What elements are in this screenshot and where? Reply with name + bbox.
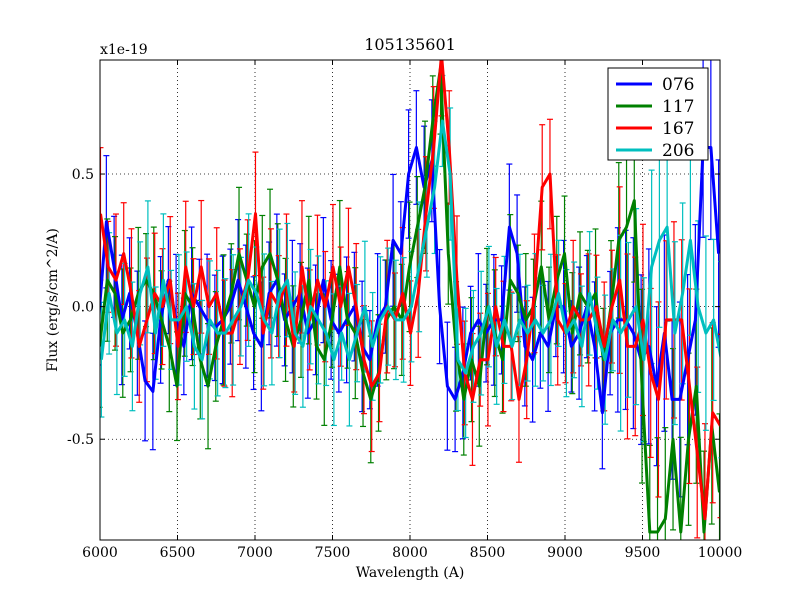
x-tick-label: 9000 (547, 545, 583, 561)
y-tick-label: -0.5 (67, 432, 94, 448)
x-tick-label: 6500 (160, 545, 196, 561)
series-lines (100, 60, 720, 534)
x-axis-label: Wavelength (A) (356, 565, 465, 581)
series-line-167 (100, 60, 720, 521)
x-tick-label: 6000 (82, 545, 118, 561)
y-offset-label: x1e-19 (100, 42, 148, 58)
legend-label-167: 167 (662, 119, 694, 139)
x-tick-label: 9500 (625, 545, 661, 561)
x-tick-label: 8000 (392, 545, 428, 561)
x-tick-label: 8500 (470, 545, 506, 561)
x-tick-label: 7000 (237, 545, 273, 561)
series-line-117 (100, 66, 720, 534)
x-tick-label: 7500 (315, 545, 351, 561)
x-tick-label: 10000 (698, 545, 743, 561)
axis-ticks: 6000 6500 7000 7500 8000 8500 9000 9500 10000 -0.… (67, 60, 742, 561)
chart-title: 105135601 (364, 35, 456, 54)
legend-label-117: 117 (662, 97, 694, 117)
y-axis-label: Flux (erg/s/cm^2/A) (45, 228, 61, 372)
y-tick-label: 0.0 (72, 300, 94, 316)
series-line-206 (100, 119, 720, 375)
legend-label-206: 206 (662, 141, 694, 161)
y-tick-label: 0.5 (72, 167, 94, 183)
legend-label-076: 076 (662, 75, 694, 95)
